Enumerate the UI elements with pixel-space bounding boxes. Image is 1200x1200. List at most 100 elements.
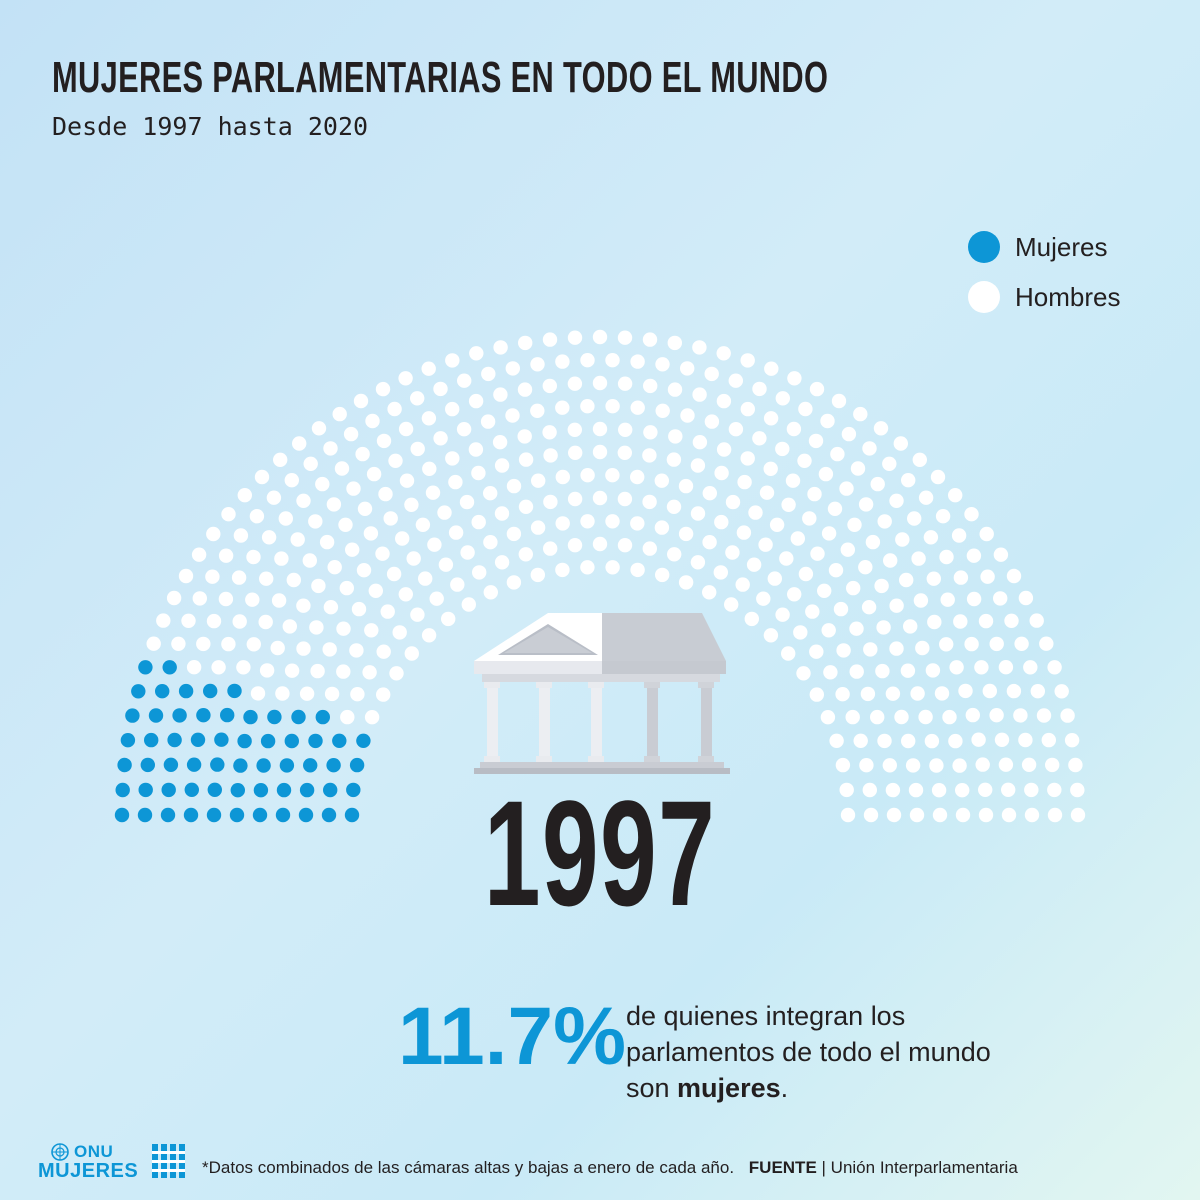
seat-hombres [823, 665, 838, 680]
seat-hombres [1029, 613, 1044, 628]
seat-hombres [942, 709, 957, 725]
seat-hombres [850, 461, 866, 476]
seat-hombres [885, 782, 901, 798]
seat-hombres [469, 346, 484, 361]
seat-hombres [567, 538, 583, 553]
seat-hombres [365, 413, 380, 429]
seat-hombres [555, 562, 570, 578]
seat-hombres [690, 506, 706, 521]
seat-hombres [617, 491, 633, 507]
legend-item-hombres: Hombres [968, 272, 1120, 322]
seat-hombres [796, 666, 811, 681]
seat-mujeres [125, 708, 140, 723]
seat-hombres [543, 448, 558, 463]
seat-hombres [912, 452, 927, 467]
seat-hombres [592, 536, 608, 552]
seat-mujeres [326, 758, 341, 773]
seat-hombres [326, 497, 342, 512]
seat-hombres [939, 637, 954, 652]
seat-hombres [206, 613, 222, 629]
seat-hombres [989, 708, 1004, 723]
stat-line-3-bold: mujeres [677, 1073, 781, 1103]
seat-hombres [704, 414, 720, 429]
seat-hombres [1024, 782, 1039, 798]
seat-hombres [206, 526, 221, 542]
seat-hombres [292, 436, 307, 451]
seat-hombres [1006, 568, 1022, 584]
seat-hombres [531, 473, 546, 488]
onu-mujeres-logo: ONU MUJERES [36, 1140, 196, 1188]
seat-hombres [820, 710, 836, 725]
stat-percentage: 11.7% [398, 991, 626, 1082]
seat-hombres [725, 545, 740, 560]
seat-hombres [989, 636, 1004, 652]
seat-hombres [808, 433, 824, 449]
seat-hombres [422, 461, 437, 476]
seat-hombres [530, 357, 545, 372]
seat-hombres [905, 758, 921, 773]
seat-hombres [421, 628, 437, 643]
seat-hombres [863, 642, 878, 657]
seat-hombres [862, 441, 877, 456]
seat-mujeres [284, 733, 299, 749]
seat-mujeres [356, 733, 371, 748]
seat-hombres [809, 687, 824, 702]
seat-hombres [830, 446, 845, 462]
seat-hombres [929, 758, 944, 773]
seat-hombres [376, 687, 391, 702]
seat-mujeres [163, 757, 179, 772]
seat-hombres [1047, 660, 1062, 675]
seat-hombres [483, 535, 498, 550]
seat-hombres [567, 376, 583, 391]
seat-hombres [192, 591, 207, 606]
seat-hombres [406, 551, 421, 566]
legend: Mujeres Hombres [968, 222, 1120, 322]
seat-mujeres [220, 707, 235, 723]
seat-hombres [492, 435, 508, 450]
seat-mujeres [275, 807, 291, 823]
legend-label-hombres: Hombres [1015, 281, 1121, 312]
seat-hombres [1024, 807, 1040, 823]
seat-hombres [517, 382, 533, 397]
seat-hombres [425, 485, 441, 500]
seat-hombres [457, 373, 472, 388]
seat-hombres [1070, 782, 1085, 798]
seat-hombres [339, 580, 354, 596]
seat-hombres [678, 478, 694, 494]
seat-hombres [740, 401, 755, 417]
seat-hombres [735, 577, 750, 592]
seat-hombres [807, 486, 822, 502]
seat-hombres [1004, 613, 1019, 628]
footer-source-separator: | [821, 1158, 826, 1177]
seat-hombres [506, 478, 522, 494]
seat-mujeres [144, 732, 159, 748]
seat-hombres [421, 361, 436, 376]
seat-mujeres [323, 782, 338, 798]
seat-hombres [692, 387, 707, 402]
seat-hombres [415, 517, 431, 532]
seat-hombres [934, 686, 950, 701]
seat-hombres [270, 640, 285, 656]
seat-hombres [951, 528, 967, 543]
seat-hombres [667, 382, 683, 397]
seat-hombres [680, 408, 695, 423]
seat-hombres [398, 421, 414, 437]
seat-hombres [910, 686, 925, 701]
seat-hombres [746, 557, 762, 572]
seat-hombres [889, 493, 904, 508]
seat-mujeres [162, 660, 177, 675]
seat-hombres [542, 332, 558, 347]
seat-hombres [421, 411, 437, 426]
seat-hombres [939, 549, 954, 565]
seat-hombres [418, 571, 433, 586]
seat-hombres [480, 414, 496, 429]
seat-hombres [324, 686, 340, 702]
seat-hombres [233, 528, 249, 543]
seat-hombres [518, 499, 534, 514]
seat-mujeres [230, 783, 245, 798]
seat-hombres [964, 636, 979, 652]
seat-hombres [427, 537, 442, 552]
seat-hombres [555, 469, 570, 485]
seat-mujeres [155, 684, 170, 699]
seat-hombres [821, 623, 836, 638]
